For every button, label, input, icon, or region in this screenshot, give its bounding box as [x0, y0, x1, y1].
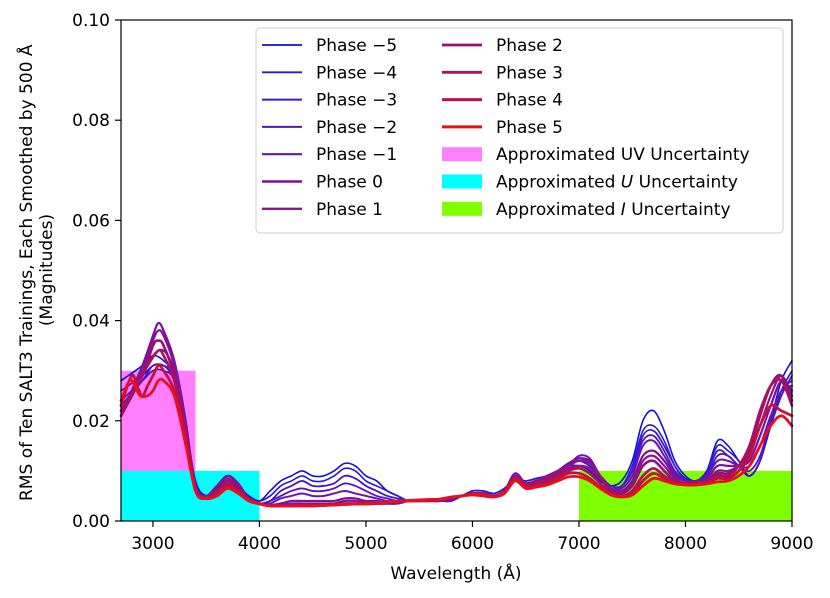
x-tick-label: 8000 [664, 534, 707, 554]
x-tick-label: 9000 [770, 534, 813, 554]
legend-handle-patch [442, 147, 482, 162]
legend-label-part: Approximated UV Uncertainty [496, 145, 750, 165]
legend-label: Phase 0 [316, 173, 383, 193]
legend-label: Phase −3 [316, 91, 397, 111]
x-tick-label: 6000 [451, 534, 494, 554]
y-tick-label: 0.04 [72, 312, 110, 332]
legend-label: Phase 4 [496, 91, 563, 111]
axis-ticks: 3000 4000 5000 6000 7000 8000 9000 0.00 0.02 0.04… [72, 11, 813, 554]
legend-handle-patch [442, 174, 482, 189]
legend-label: Approximated UV Uncertainty [496, 145, 750, 165]
band-u-uncertainty [121, 470, 260, 521]
legend-label-italic: U [621, 173, 634, 193]
legend-label-italic: I [621, 200, 626, 220]
legend: Phase −5 Phase −4 Phase −3 Phase −2 Phase −1… [255, 27, 784, 234]
series-lines [119, 321, 794, 508]
x-tick-label: 7000 [557, 534, 600, 554]
x-axis-label: Wavelength (Å) [390, 562, 521, 584]
legend-label: Phase 2 [496, 36, 563, 56]
legend-label: Phase −2 [316, 118, 397, 138]
legend-label: Phase −4 [316, 63, 397, 83]
y-axis-label-line1: RMS of Ten SALT3 Trainings, Each Smoothe… [15, 44, 37, 501]
y-tick-label: 0.10 [72, 11, 110, 31]
legend-label: Phase 1 [316, 200, 383, 220]
y-tick-label: 0.06 [72, 211, 110, 231]
x-tick-label: 3000 [131, 534, 174, 554]
y-axis-label: RMS of Ten SALT3 Trainings, Each Smoothe… [15, 39, 57, 501]
legend-label: Approximated U Uncertainty [496, 173, 738, 193]
y-tick-label: 0.08 [72, 111, 110, 131]
series-line-10 [119, 377, 794, 508]
legend-label-part: Uncertainty [626, 200, 731, 220]
legend-label: Phase 3 [496, 63, 563, 83]
legend-handle-patch [442, 201, 482, 216]
x-tick-label: 5000 [344, 534, 387, 554]
legend-label: Phase −5 [316, 36, 397, 56]
legend-label: Phase −1 [316, 145, 397, 165]
y-tick-label: 0.02 [72, 412, 110, 432]
y-tick-label: 0.00 [72, 512, 110, 532]
legend-frame [255, 27, 784, 234]
y-axis-label-line2: (Magnitudes) [37, 214, 57, 326]
legend-label-part: Uncertainty [633, 173, 738, 193]
legend-label-part: Approximated [496, 200, 621, 220]
uncertainty-bands [121, 370, 792, 521]
legend-label: Phase 5 [496, 118, 563, 138]
legend-label: Approximated I Uncertainty [496, 200, 731, 220]
x-tick-label: 4000 [238, 534, 281, 554]
plot-frame [120, 19, 793, 522]
legend-label-part: Approximated [496, 173, 621, 193]
